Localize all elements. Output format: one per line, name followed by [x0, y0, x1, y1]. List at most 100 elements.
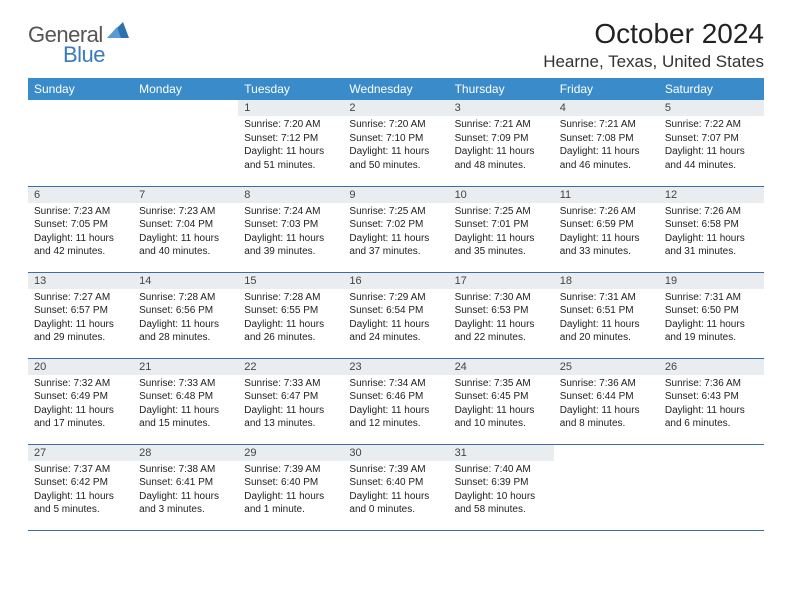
- day-number: 31: [449, 445, 554, 461]
- sunset-line: Sunset: 7:09 PM: [455, 132, 548, 146]
- sunset-line: Sunset: 6:51 PM: [560, 304, 653, 318]
- daylight-line: Daylight: 11 hours and 51 minutes.: [244, 145, 337, 172]
- sunrise-line: Sunrise: 7:31 AM: [560, 291, 653, 305]
- calendar-cell: 10Sunrise: 7:25 AMSunset: 7:01 PMDayligh…: [449, 186, 554, 272]
- calendar-empty-cell: [133, 100, 238, 186]
- day-number: 13: [28, 273, 133, 289]
- weekday-header: Friday: [554, 78, 659, 100]
- header: General Blue October 2024 Hearne, Texas,…: [28, 18, 764, 72]
- sunrise-line: Sunrise: 7:29 AM: [349, 291, 442, 305]
- calendar-cell: 28Sunrise: 7:38 AMSunset: 6:41 PMDayligh…: [133, 444, 238, 530]
- sunset-line: Sunset: 6:39 PM: [455, 476, 548, 490]
- daylight-line: Daylight: 11 hours and 44 minutes.: [665, 145, 758, 172]
- sunrise-line: Sunrise: 7:20 AM: [244, 118, 337, 132]
- day-number: 16: [343, 273, 448, 289]
- calendar-cell: 13Sunrise: 7:27 AMSunset: 6:57 PMDayligh…: [28, 272, 133, 358]
- daylight-line: Daylight: 11 hours and 37 minutes.: [349, 232, 442, 259]
- daylight-line: Daylight: 11 hours and 33 minutes.: [560, 232, 653, 259]
- calendar-cell: 7Sunrise: 7:23 AMSunset: 7:04 PMDaylight…: [133, 186, 238, 272]
- sunset-line: Sunset: 6:58 PM: [665, 218, 758, 232]
- sunrise-line: Sunrise: 7:32 AM: [34, 377, 127, 391]
- calendar-cell: 19Sunrise: 7:31 AMSunset: 6:50 PMDayligh…: [659, 272, 764, 358]
- day-content: Sunrise: 7:33 AMSunset: 6:48 PMDaylight:…: [133, 375, 238, 435]
- daylight-line: Daylight: 11 hours and 50 minutes.: [349, 145, 442, 172]
- day-number: 12: [659, 187, 764, 203]
- sunset-line: Sunset: 6:49 PM: [34, 390, 127, 404]
- calendar-row: 13Sunrise: 7:27 AMSunset: 6:57 PMDayligh…: [28, 272, 764, 358]
- daylight-line: Daylight: 11 hours and 29 minutes.: [34, 318, 127, 345]
- weekday-header: Monday: [133, 78, 238, 100]
- calendar-empty-cell: [659, 444, 764, 530]
- day-number: 30: [343, 445, 448, 461]
- day-content: Sunrise: 7:36 AMSunset: 6:44 PMDaylight:…: [554, 375, 659, 435]
- sunrise-line: Sunrise: 7:31 AM: [665, 291, 758, 305]
- sunrise-line: Sunrise: 7:34 AM: [349, 377, 442, 391]
- day-number: 26: [659, 359, 764, 375]
- sunrise-line: Sunrise: 7:21 AM: [560, 118, 653, 132]
- calendar-table: SundayMondayTuesdayWednesdayThursdayFrid…: [28, 78, 764, 531]
- daylight-line: Daylight: 11 hours and 35 minutes.: [455, 232, 548, 259]
- sunset-line: Sunset: 6:55 PM: [244, 304, 337, 318]
- day-number: 11: [554, 187, 659, 203]
- sunset-line: Sunset: 6:40 PM: [349, 476, 442, 490]
- month-title: October 2024: [543, 18, 764, 50]
- day-content: Sunrise: 7:38 AMSunset: 6:41 PMDaylight:…: [133, 461, 238, 521]
- daylight-line: Daylight: 11 hours and 22 minutes.: [455, 318, 548, 345]
- sunset-line: Sunset: 7:08 PM: [560, 132, 653, 146]
- calendar-row: 27Sunrise: 7:37 AMSunset: 6:42 PMDayligh…: [28, 444, 764, 530]
- sunrise-line: Sunrise: 7:21 AM: [455, 118, 548, 132]
- day-number: 4: [554, 100, 659, 116]
- day-number: 10: [449, 187, 554, 203]
- weekday-header: Tuesday: [238, 78, 343, 100]
- weekday-header: Saturday: [659, 78, 764, 100]
- weekday-header: Sunday: [28, 78, 133, 100]
- day-number: 25: [554, 359, 659, 375]
- day-number: 9: [343, 187, 448, 203]
- sunrise-line: Sunrise: 7:40 AM: [455, 463, 548, 477]
- sunset-line: Sunset: 6:47 PM: [244, 390, 337, 404]
- sunset-line: Sunset: 7:01 PM: [455, 218, 548, 232]
- day-content: Sunrise: 7:32 AMSunset: 6:49 PMDaylight:…: [28, 375, 133, 435]
- location: Hearne, Texas, United States: [543, 52, 764, 72]
- day-number: 3: [449, 100, 554, 116]
- day-content: Sunrise: 7:21 AMSunset: 7:09 PMDaylight:…: [449, 116, 554, 176]
- day-number: 2: [343, 100, 448, 116]
- calendar-cell: 24Sunrise: 7:35 AMSunset: 6:45 PMDayligh…: [449, 358, 554, 444]
- day-content: Sunrise: 7:36 AMSunset: 6:43 PMDaylight:…: [659, 375, 764, 435]
- daylight-line: Daylight: 11 hours and 24 minutes.: [349, 318, 442, 345]
- sunset-line: Sunset: 6:50 PM: [665, 304, 758, 318]
- sunset-line: Sunset: 7:02 PM: [349, 218, 442, 232]
- calendar-cell: 20Sunrise: 7:32 AMSunset: 6:49 PMDayligh…: [28, 358, 133, 444]
- weekday-header: Wednesday: [343, 78, 448, 100]
- day-content: Sunrise: 7:27 AMSunset: 6:57 PMDaylight:…: [28, 289, 133, 349]
- day-content: Sunrise: 7:21 AMSunset: 7:08 PMDaylight:…: [554, 116, 659, 176]
- daylight-line: Daylight: 11 hours and 46 minutes.: [560, 145, 653, 172]
- day-content: Sunrise: 7:26 AMSunset: 6:59 PMDaylight:…: [554, 203, 659, 263]
- sunrise-line: Sunrise: 7:26 AM: [665, 205, 758, 219]
- calendar-cell: 21Sunrise: 7:33 AMSunset: 6:48 PMDayligh…: [133, 358, 238, 444]
- sunset-line: Sunset: 6:48 PM: [139, 390, 232, 404]
- calendar-cell: 8Sunrise: 7:24 AMSunset: 7:03 PMDaylight…: [238, 186, 343, 272]
- sunrise-line: Sunrise: 7:26 AM: [560, 205, 653, 219]
- day-content: Sunrise: 7:20 AMSunset: 7:10 PMDaylight:…: [343, 116, 448, 176]
- sunrise-line: Sunrise: 7:22 AM: [665, 118, 758, 132]
- daylight-line: Daylight: 11 hours and 10 minutes.: [455, 404, 548, 431]
- sunset-line: Sunset: 7:12 PM: [244, 132, 337, 146]
- day-content: Sunrise: 7:22 AMSunset: 7:07 PMDaylight:…: [659, 116, 764, 176]
- day-number: 29: [238, 445, 343, 461]
- sunrise-line: Sunrise: 7:28 AM: [244, 291, 337, 305]
- calendar-cell: 2Sunrise: 7:20 AMSunset: 7:10 PMDaylight…: [343, 100, 448, 186]
- sunrise-line: Sunrise: 7:28 AM: [139, 291, 232, 305]
- sunrise-line: Sunrise: 7:38 AM: [139, 463, 232, 477]
- day-number: 15: [238, 273, 343, 289]
- daylight-line: Daylight: 10 hours and 58 minutes.: [455, 490, 548, 517]
- sunset-line: Sunset: 7:04 PM: [139, 218, 232, 232]
- daylight-line: Daylight: 11 hours and 13 minutes.: [244, 404, 337, 431]
- calendar-cell: 23Sunrise: 7:34 AMSunset: 6:46 PMDayligh…: [343, 358, 448, 444]
- day-number: 8: [238, 187, 343, 203]
- day-content: Sunrise: 7:25 AMSunset: 7:01 PMDaylight:…: [449, 203, 554, 263]
- calendar-cell: 12Sunrise: 7:26 AMSunset: 6:58 PMDayligh…: [659, 186, 764, 272]
- day-content: Sunrise: 7:37 AMSunset: 6:42 PMDaylight:…: [28, 461, 133, 521]
- calendar-head: SundayMondayTuesdayWednesdayThursdayFrid…: [28, 78, 764, 100]
- sunset-line: Sunset: 6:41 PM: [139, 476, 232, 490]
